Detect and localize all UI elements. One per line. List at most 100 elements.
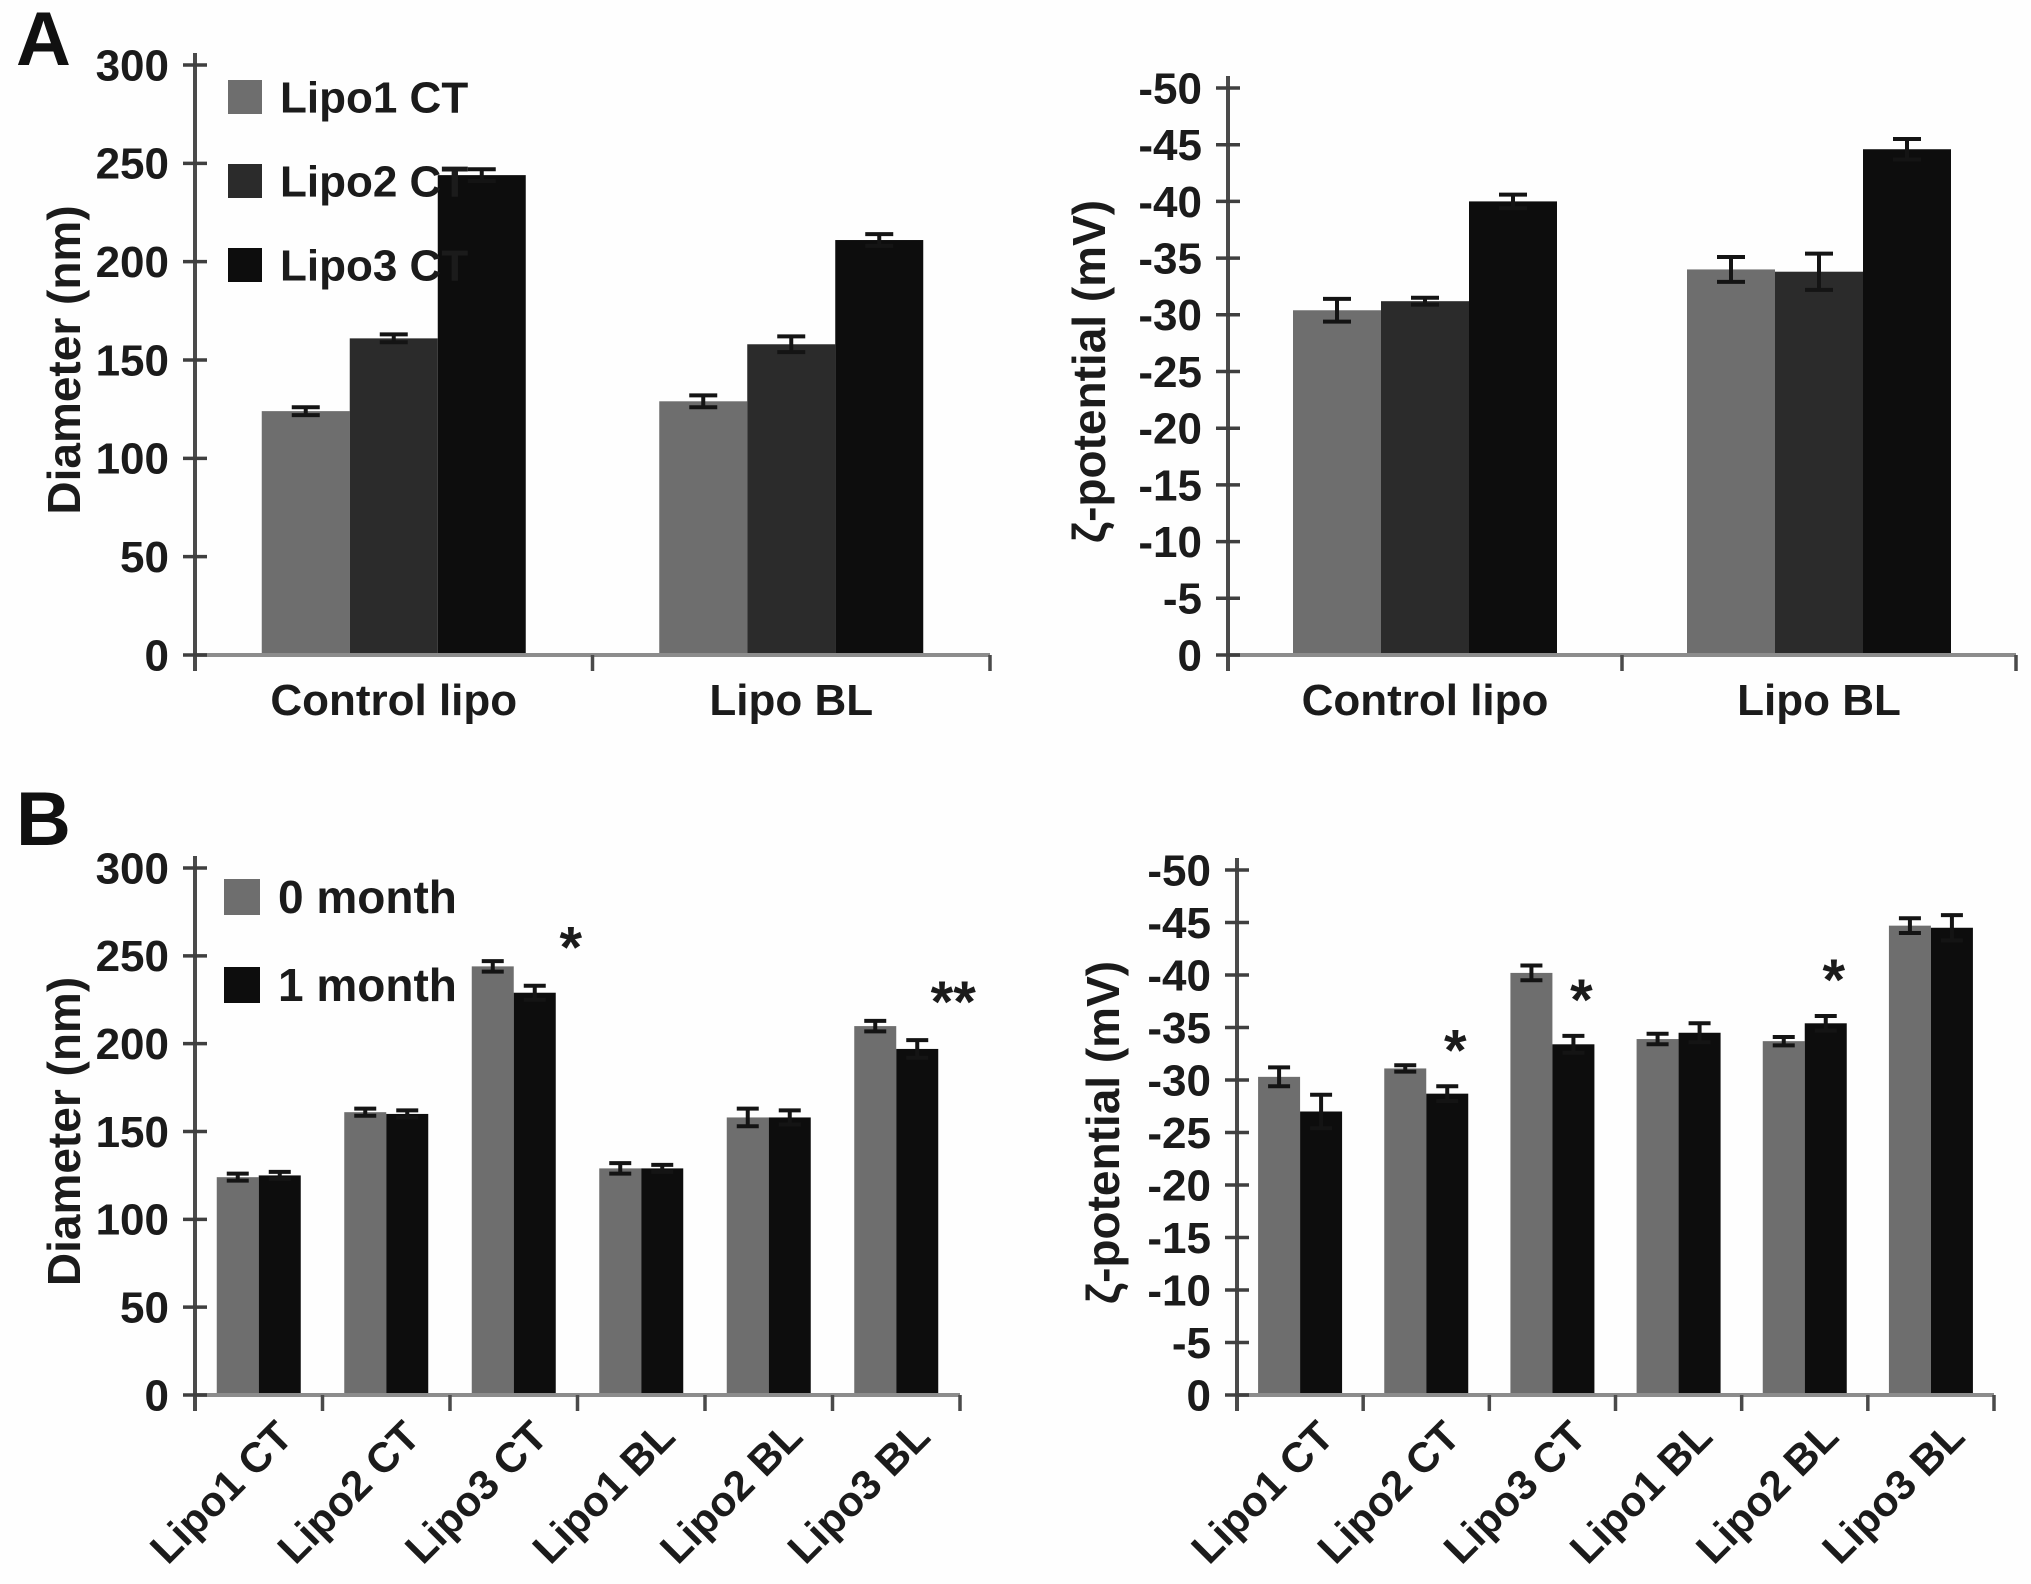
legend-swatch [228, 164, 262, 198]
y-tick-label: -35 [1147, 1004, 1211, 1053]
y-tick-label: -40 [1138, 178, 1202, 227]
legend-label: Lipo3 CT [280, 241, 468, 290]
bar-lipo2-ct-control-lipo [349, 338, 438, 655]
bar-1-month-lipo1-bl [1678, 1032, 1721, 1395]
bar-0-month-lipo3-ct [1510, 972, 1553, 1395]
y-tick-label: -25 [1147, 1109, 1211, 1158]
y-tick-label: 250 [96, 932, 169, 981]
bar-1-month-lipo2-ct [1426, 1093, 1469, 1395]
bar-1-month-lipo3-ct [513, 992, 556, 1395]
significance-marker: * [1444, 1018, 1467, 1083]
legend-label: Lipo2 CT [280, 157, 468, 206]
y-tick-label: -25 [1138, 348, 1202, 397]
legend-label: 1 month [278, 959, 457, 1011]
panel-a-label: A [16, 0, 71, 82]
y-tick-label: 200 [96, 1020, 169, 1069]
x-category-label: Control lipo [270, 676, 517, 725]
y-tick-label: -20 [1147, 1161, 1211, 1210]
bar-1-month-lipo2-ct [386, 1113, 429, 1395]
panel-a-diameter: 0 50 100 150 200 250 300 Diameter (nm) Control l… [38, 41, 992, 725]
bar-0-month-lipo2-bl [1762, 1041, 1805, 1395]
y-axis-title: Diameter (nm) [38, 977, 90, 1286]
significance-marker: * [559, 916, 582, 981]
y-tick-label: -15 [1138, 461, 1202, 510]
bar-lipo2-ct-lipo-bl [1775, 271, 1863, 655]
y-tick-label: -35 [1138, 235, 1202, 284]
y-tick-label: 100 [96, 1196, 169, 1245]
panel-b-zeta: 0-5-10-15-20-25-30-35-40-45-50 ζ-potentia… [1077, 846, 1996, 1572]
bar-0-month-lipo2-ct [344, 1112, 387, 1395]
chart-zeta-panel-a: 0 -5 -10 -15 -20 -25 -30 -35 -40 -45 -50 ζ-potentia… [1011, 0, 2031, 783]
bar-0-month-lipo1-bl [1636, 1039, 1679, 1395]
y-tick-label: 0 [145, 1371, 169, 1420]
bar-0-month-lipo2-ct [1384, 1068, 1427, 1395]
bar-1-month-lipo1-ct [258, 1175, 301, 1395]
y-axis-title: ζ-potential (mV) [1077, 961, 1129, 1304]
bar-lipo3-ct-control-lipo [437, 175, 526, 655]
bar-0-month-lipo1-ct [1258, 1076, 1301, 1395]
significance-marker: ** [931, 970, 977, 1035]
y-tick-label: 50 [120, 1284, 169, 1333]
legend-swatch [228, 248, 262, 282]
bar-lipo3-ct-control-lipo [1469, 201, 1557, 655]
bar-1-month-lipo3-ct [1552, 1044, 1595, 1395]
y-tick-label: -45 [1138, 121, 1202, 170]
legend-swatch [228, 80, 262, 114]
panel-a-zeta: 0 -5 -10 -15 -20 -25 -30 -35 -40 -45 -50 ζ-potentia… [1063, 64, 2018, 725]
chart-diameter-panel-b: 0 50 100 150 200 250 300 Diameter (nm) Lipo1 CT L… [0, 790, 1020, 1584]
y-tick-label: -10 [1138, 518, 1202, 567]
bar-lipo3-ct-lipo-bl [1863, 149, 1951, 655]
bar-0-month-lipo3-ct [471, 966, 514, 1395]
bar-0-month-lipo1-ct [216, 1177, 259, 1395]
y-tick-label: -30 [1147, 1056, 1211, 1105]
y-axis-title: ζ-potential (mV) [1063, 200, 1115, 543]
y-tick-label: 300 [96, 844, 169, 893]
y-tick-label: -40 [1147, 951, 1211, 1000]
y-tick-label: 0 [1187, 1371, 1211, 1420]
bar-lipo2-ct-control-lipo [1381, 301, 1469, 655]
bar-lipo1-ct-control-lipo [261, 411, 350, 655]
bar-1-month-lipo1-ct [1300, 1111, 1343, 1395]
y-tick-label: -5 [1172, 1319, 1211, 1368]
legend-label: Lipo1 CT [280, 73, 468, 122]
significance-marker: * [1822, 948, 1845, 1013]
y-tick-label: -20 [1138, 405, 1202, 454]
legend-swatch [224, 879, 260, 915]
bar-lipo1-ct-control-lipo [1293, 310, 1381, 655]
x-category-label: Lipo BL [709, 676, 873, 725]
bar-1-month-lipo3-bl [896, 1048, 939, 1395]
y-tick-label: 100 [96, 435, 169, 484]
bar-lipo1-ct-lipo-bl [1687, 269, 1775, 655]
y-tick-label: 0 [145, 631, 169, 680]
bar-lipo1-ct-lipo-bl [659, 401, 748, 655]
bar-0-month-lipo2-bl [726, 1117, 769, 1395]
y-tick-label: 50 [120, 533, 169, 582]
bar-lipo3-ct-lipo-bl [835, 240, 924, 656]
y-tick-label: 300 [96, 41, 169, 90]
y-tick-label: 0 [1178, 631, 1202, 680]
y-tick-label: -5 [1163, 575, 1202, 624]
bar-0-month-lipo1-bl [599, 1168, 642, 1395]
bar-1-month-lipo2-bl [1804, 1023, 1847, 1395]
x-category-label: Control lipo [1302, 676, 1549, 725]
significance-marker: * [1570, 968, 1593, 1033]
bar-1-month-lipo3-bl [1930, 927, 1973, 1395]
y-tick-label: -45 [1147, 899, 1211, 948]
y-tick-label: 200 [96, 238, 169, 287]
y-tick-label: -50 [1147, 846, 1211, 895]
panel-b-label: B [16, 777, 71, 862]
y-tick-label: 250 [96, 140, 169, 189]
chart-diameter-panel-a: 0 50 100 150 200 250 300 Diameter (nm) Control l… [0, 0, 1020, 783]
bar-1-month-lipo2-bl [768, 1117, 811, 1395]
y-tick-label: -15 [1147, 1214, 1211, 1263]
bar-1-month-lipo1-bl [641, 1168, 684, 1395]
bar-0-month-lipo3-bl [1888, 925, 1931, 1395]
y-tick-label: -30 [1138, 291, 1202, 340]
y-tick-label: 150 [96, 336, 169, 385]
legend-label: 0 month [278, 871, 457, 923]
x-category-label: Lipo3 BL [778, 1412, 938, 1572]
bar-lipo2-ct-lipo-bl [747, 344, 836, 655]
y-tick-label: 150 [96, 1108, 169, 1157]
